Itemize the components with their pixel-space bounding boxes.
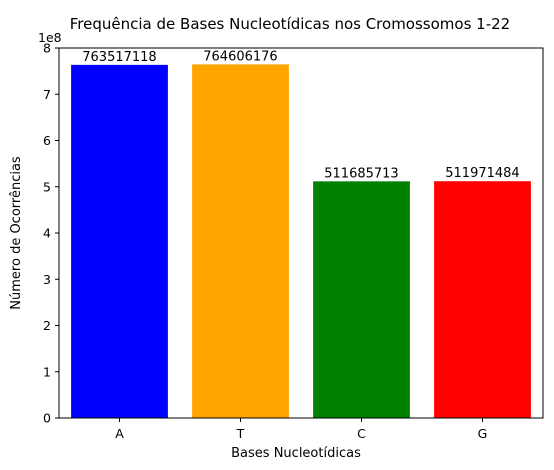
plot-frame <box>58 47 544 419</box>
data-label-c: 511685713 <box>324 166 398 181</box>
y-tick-label: 0 <box>43 411 51 426</box>
chart-title: Frequência de Bases Nucleotídicas nos Cr… <box>70 15 510 33</box>
y-tick-label: 7 <box>43 87 51 102</box>
bar-c <box>313 181 410 418</box>
y-tick-label: 4 <box>43 226 51 241</box>
bar-g <box>434 181 531 418</box>
x-tick-label: G <box>478 426 488 441</box>
y-axis-ticks: 0 1 2 3 4 5 6 7 8 <box>43 41 59 426</box>
data-label-a: 763517118 <box>82 50 156 65</box>
x-axis-label: Bases Nucleotídicas <box>231 446 361 461</box>
y-tick-label: 3 <box>43 272 51 287</box>
y-tick-label: 6 <box>43 133 51 148</box>
y-tick-label: 5 <box>43 179 51 194</box>
x-tick-label: C <box>357 426 366 441</box>
y-axis-label: Número de Ocorrências <box>9 156 24 310</box>
bar-t <box>192 64 289 419</box>
x-tick-label: T <box>236 426 245 441</box>
y-axis-offset-label: 1e8 <box>38 30 62 45</box>
data-label-t: 764606176 <box>203 49 277 64</box>
data-label-g: 511971484 <box>445 166 519 181</box>
x-tick-label: A <box>115 426 124 441</box>
y-tick-label: 8 <box>43 41 51 56</box>
y-tick-label: 2 <box>43 318 51 333</box>
bar-a <box>71 64 168 419</box>
y-tick-label: 1 <box>43 364 51 379</box>
data-labels: 763517118 764606176 511685713 511971484 <box>82 49 519 181</box>
bars <box>71 64 531 419</box>
